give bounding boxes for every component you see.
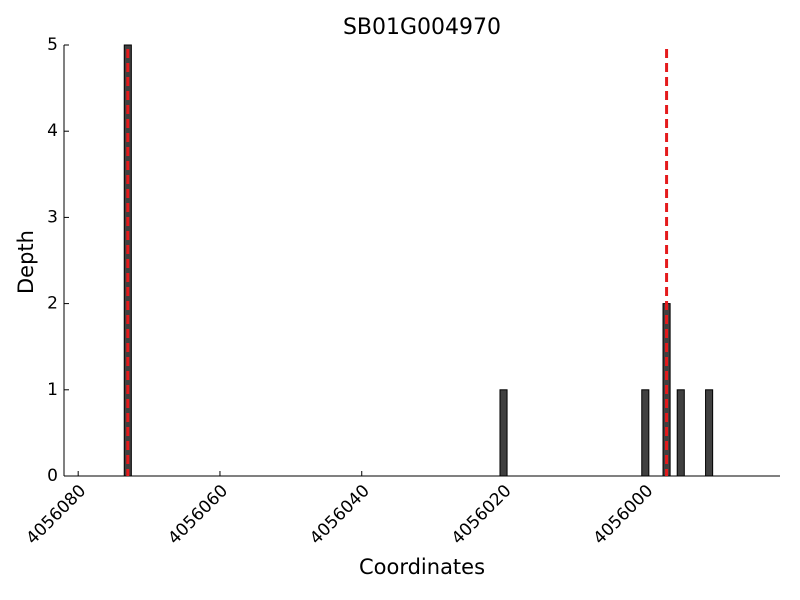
- y-tick-label: 0: [47, 466, 58, 486]
- bar: [705, 389, 714, 477]
- y-tick-label: 3: [47, 207, 58, 227]
- x-tick-label: 4056060: [164, 481, 232, 549]
- x-tick-label: 4056020: [448, 481, 516, 549]
- x-tick-label: 4056040: [306, 481, 374, 549]
- bar: [676, 389, 685, 477]
- y-tick-label: 2: [47, 294, 58, 314]
- x-tick-label: 4056000: [590, 481, 658, 549]
- y-axis-label: Depth: [14, 230, 38, 294]
- x-axis-label: Coordinates: [359, 555, 485, 579]
- x-tick-label: 4056080: [23, 481, 91, 549]
- y-tick-label: 5: [47, 35, 58, 55]
- y-tick-label: 4: [47, 121, 58, 141]
- y-tick-label: 1: [47, 380, 58, 400]
- bar: [499, 389, 508, 477]
- bar: [641, 389, 650, 477]
- chart-title: SB01G004970: [343, 15, 501, 40]
